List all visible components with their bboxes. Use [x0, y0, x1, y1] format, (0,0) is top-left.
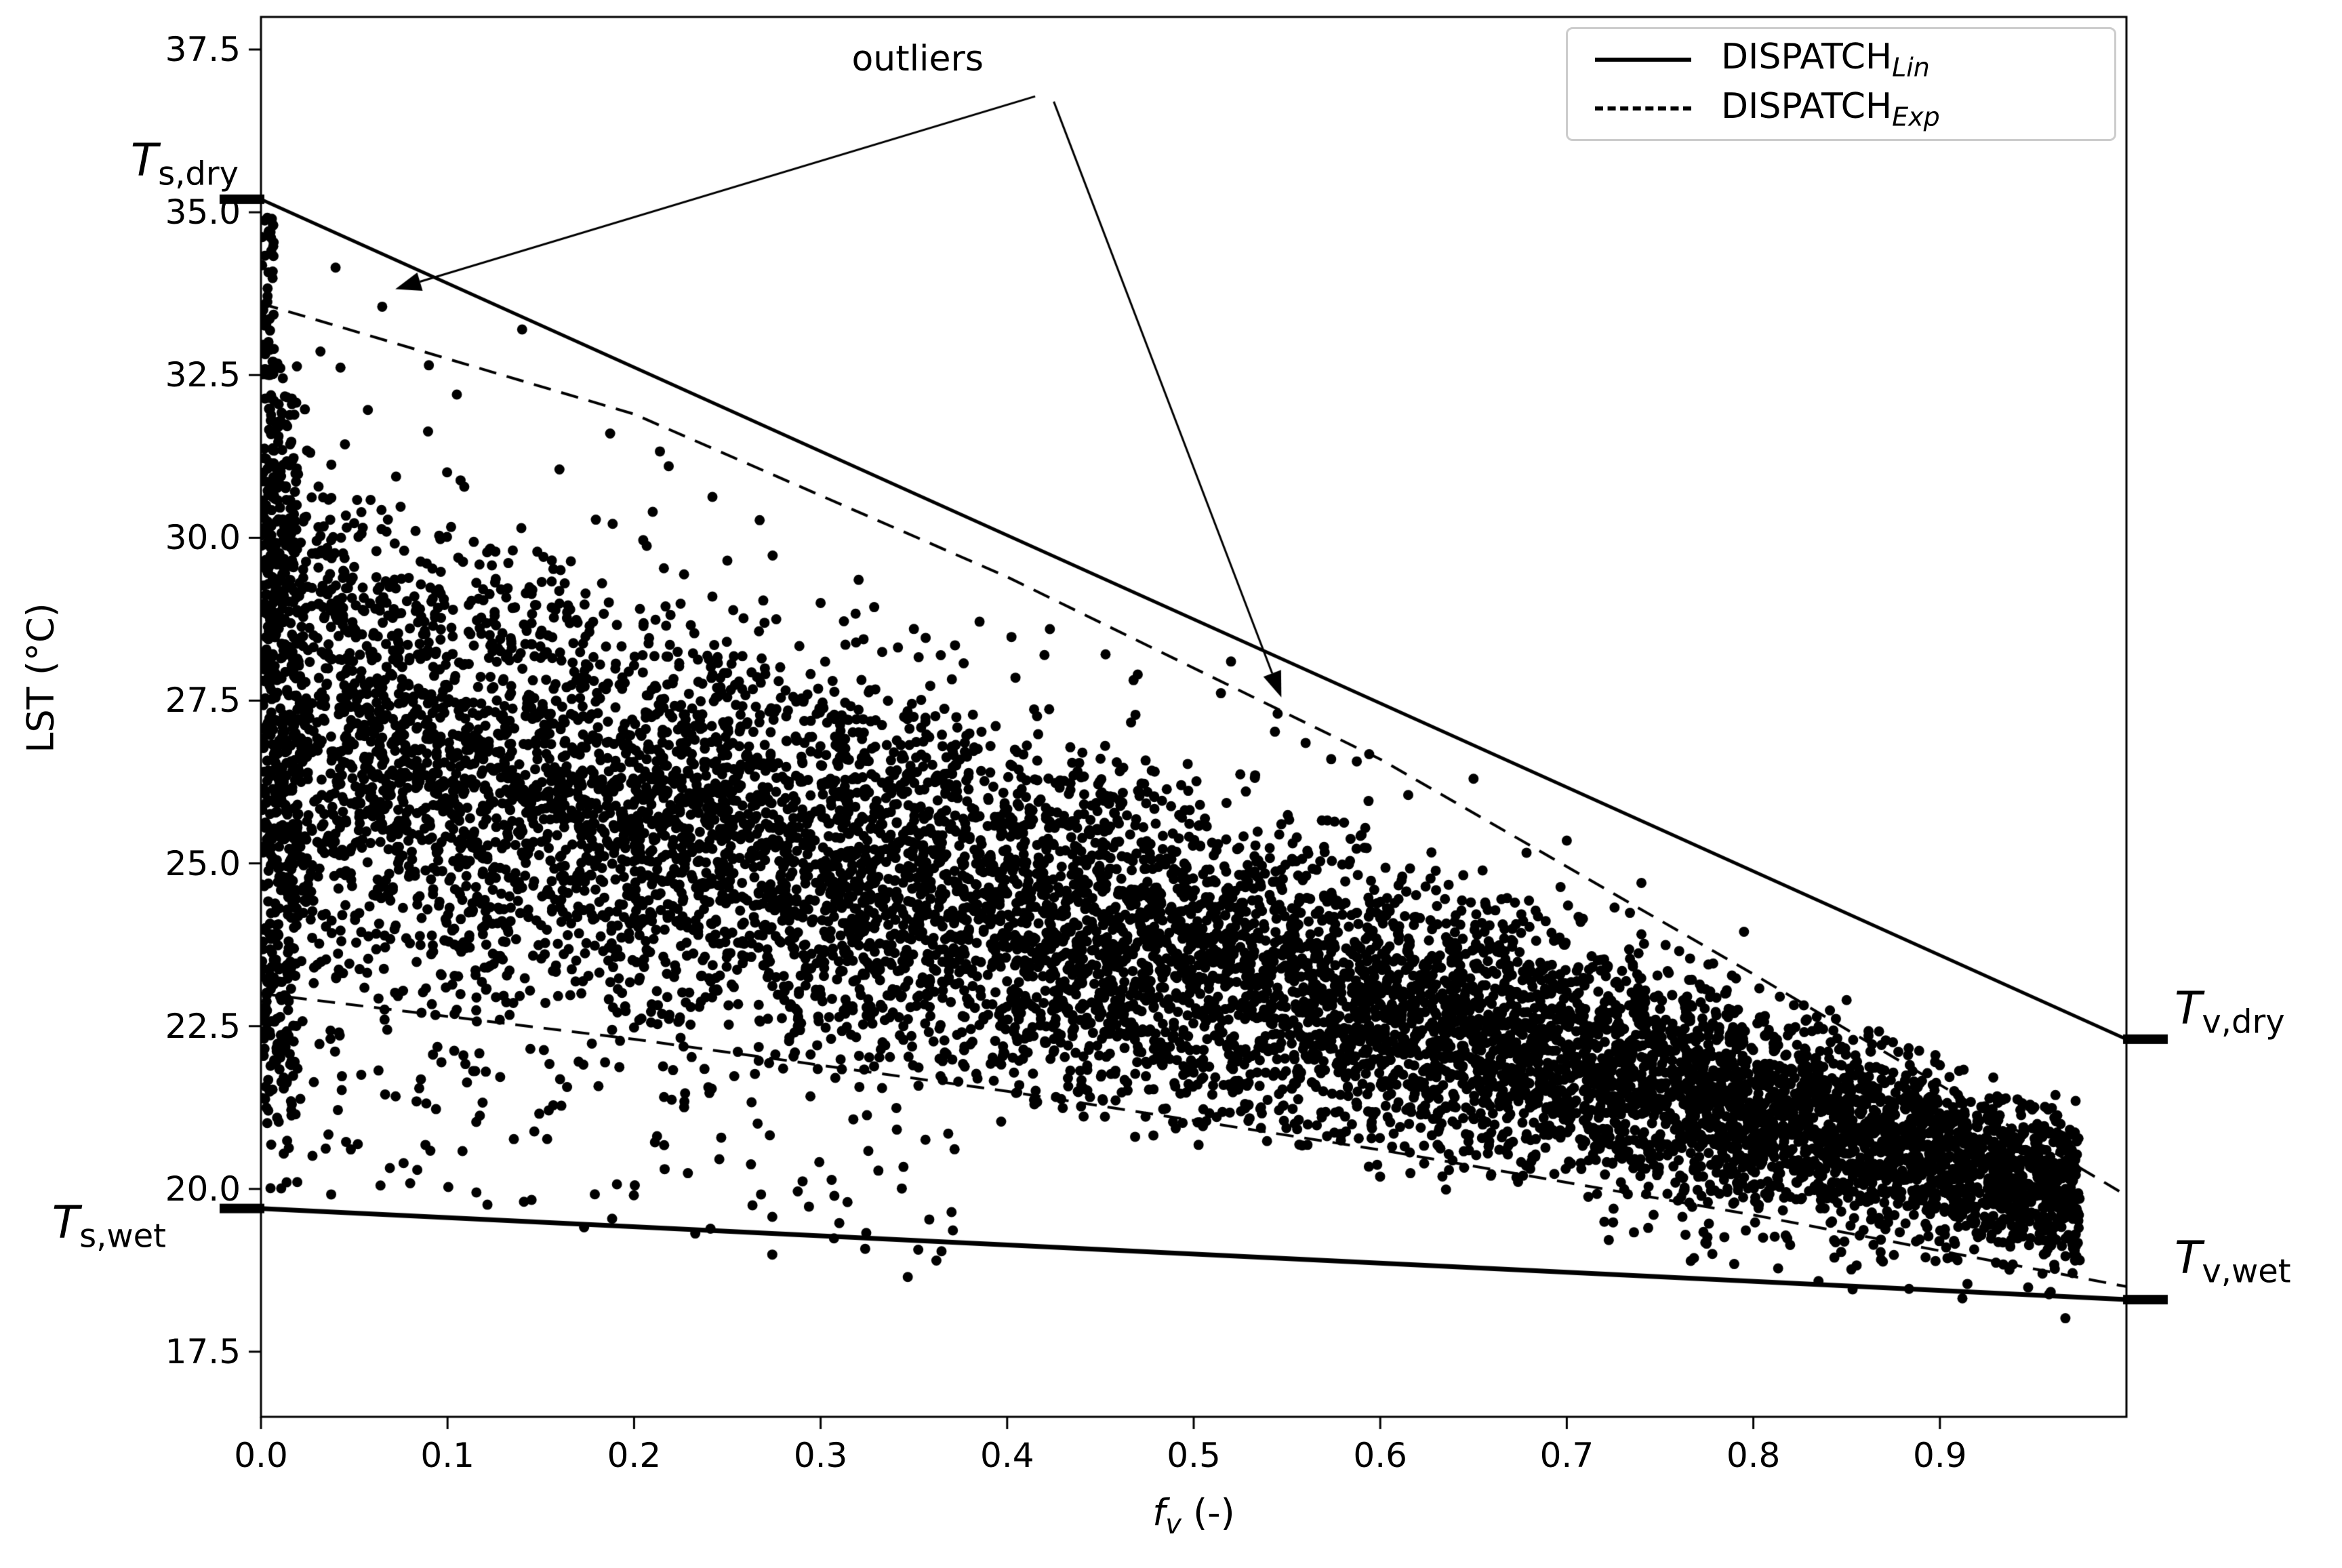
legend-label-exp-main: DISPATCH — [1721, 85, 1893, 127]
edge-label-ts-wet-symbol: T — [52, 1196, 80, 1249]
legend-label-lin-main: DISPATCH — [1721, 37, 1893, 78]
edge-label-ts-dry: Ts,dry — [131, 138, 239, 190]
edge-label-ts-dry-symbol: T — [130, 134, 159, 186]
edge-label-tv-wet-symbol: T — [2175, 1231, 2202, 1284]
y-tick-label: 27.5 — [165, 681, 241, 721]
x-tick-label: 0.1 — [420, 1436, 475, 1475]
legend-entry-lin: DISPATCHLin — [1595, 37, 2087, 82]
x-tick-label: 0.2 — [607, 1436, 662, 1475]
edge-label-ts-wet: Ts,wet — [52, 1200, 166, 1255]
edge-label-tv-wet-sub: v,wet — [2202, 1252, 2291, 1291]
x-tick-label: 0.0 — [234, 1436, 288, 1475]
legend-label-exp: DISPATCHExp — [1721, 86, 1940, 132]
x-axis-label-symbol: f — [1152, 1491, 1166, 1534]
x-tick-label: 0.9 — [1913, 1436, 1967, 1475]
legend-label-lin-sub: Lin — [1892, 52, 1930, 83]
legend-entry-exp: DISPATCHExp — [1595, 86, 2087, 132]
x-tick-label: 0.3 — [793, 1436, 848, 1475]
y-tick-label: 17.5 — [165, 1331, 241, 1371]
y-tick-label: 30.0 — [165, 518, 241, 558]
edge-label-tv-dry-sub: v,dry — [2202, 1003, 2285, 1041]
outliers-annotation: outliers — [851, 39, 984, 80]
x-tick-label: 0.5 — [1167, 1436, 1221, 1475]
solid-line-sample-icon — [1595, 57, 1691, 62]
edge-label-tv-wet: Tv,wet — [2175, 1235, 2291, 1291]
x-axis-label-subscript: v — [1165, 1508, 1182, 1540]
x-axis-label: fv (-) — [1152, 1491, 1234, 1540]
edge-label-tv-dry-symbol: T — [2175, 982, 2202, 1034]
x-axis-label-units: (-) — [1181, 1491, 1235, 1534]
legend-label-exp-sub: Exp — [1892, 101, 1940, 132]
x-tick-label: 0.6 — [1353, 1436, 1407, 1475]
x-tick-label: 0.8 — [1726, 1436, 1781, 1475]
edge-label-ts-dry-sub: s,dry — [158, 155, 239, 193]
y-tick-label: 22.5 — [165, 1006, 241, 1046]
y-axis-label: LST (°C) — [19, 603, 62, 753]
x-tick-label: 0.7 — [1539, 1436, 1594, 1475]
y-tick-label: 35.0 — [165, 193, 241, 233]
edge-label-tv-dry: Tv,dry — [2175, 986, 2285, 1041]
edge-label-ts-wet-sub: s,wet — [79, 1217, 166, 1255]
x-tick-label: 0.4 — [980, 1436, 1034, 1475]
legend-label-lin: DISPATCHLin — [1721, 37, 1930, 82]
y-tick-label: 37.5 — [165, 30, 241, 70]
y-tick-label: 20.0 — [165, 1169, 241, 1209]
legend: DISPATCHLin DISPATCHExp — [1566, 27, 2116, 141]
y-tick-label: 32.5 — [165, 355, 241, 395]
y-tick-label: 25.0 — [165, 843, 241, 883]
dashed-line-sample-icon — [1595, 106, 1691, 111]
